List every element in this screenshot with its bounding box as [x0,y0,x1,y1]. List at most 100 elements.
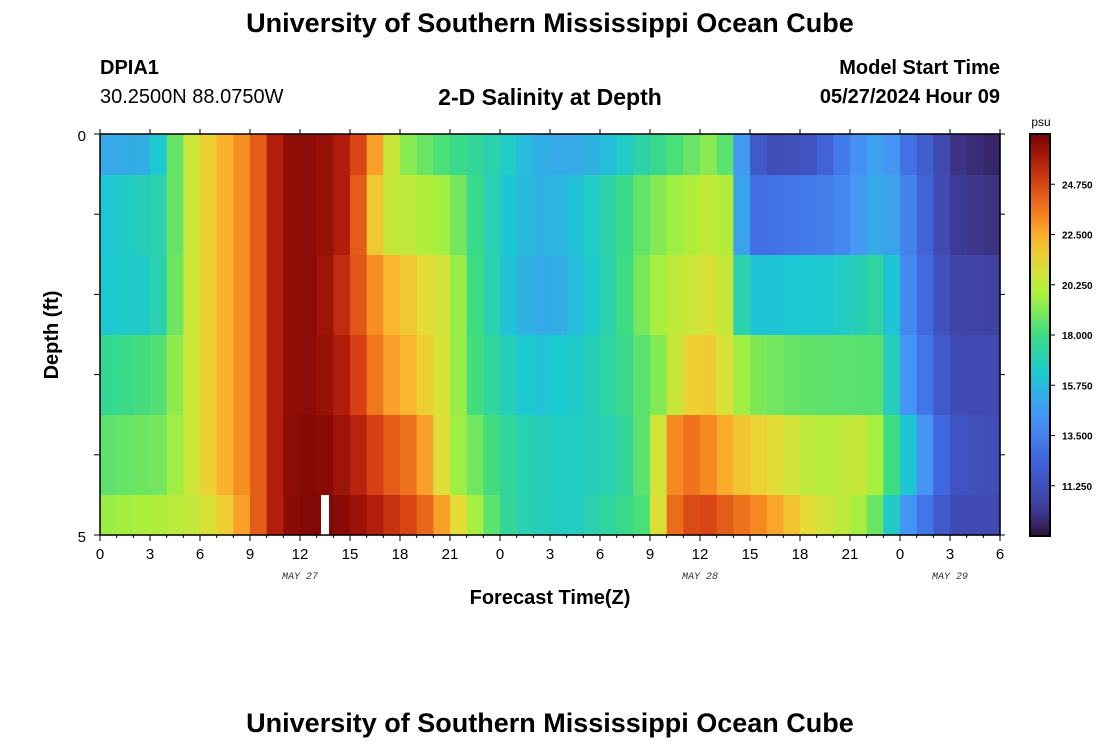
x-tick-label: 12 [292,546,309,563]
x-tick-label: 12 [692,546,709,563]
heatmap-cell [533,255,551,336]
heatmap-cell [950,335,968,416]
heatmap-cell [366,175,384,256]
heatmap-cell [233,255,251,336]
heatmap-cell [233,175,251,256]
heatmap-cell [233,415,251,496]
heatmap-cell [950,175,968,256]
heatmap-cell [866,495,884,536]
heatmap-cell [716,495,734,536]
axis-ticks: 0 3 6 9 12 15 18 21 0 3 6 9 12 15 18 21 0 3 6 MAY 27 MAY 28 M… [78,128,1005,583]
heatmap-cell [466,175,484,256]
heatmap-cell [383,335,401,416]
heatmap-cell [700,415,718,496]
heatmap-cell [366,415,384,496]
heatmap-cell [150,495,168,536]
heatmap-cell [766,134,784,176]
x-tick-label: 18 [392,546,409,563]
heatmap-cell [383,175,401,256]
heatmap-cell [616,134,634,176]
heatmap-cell [350,175,368,256]
heatmap-cell [783,495,801,536]
heatmap-cell [350,415,368,496]
heatmap-cell [250,495,268,536]
heatmap-cell [950,255,968,336]
heatmap-cell [200,335,218,416]
heatmap-cell [866,175,884,256]
heatmap-cell [316,335,334,416]
heatmap-cell [466,415,484,496]
heatmap-cell [850,415,868,496]
x-date-label: MAY 28 [682,572,718,583]
heatmap-cell [633,415,651,496]
heatmap-cell [850,134,868,176]
heatmap-cell [933,175,951,256]
heatmap-cell [300,175,318,256]
heatmap-cell [633,255,651,336]
heatmap-cell [950,495,968,536]
heatmap-cell [416,255,434,336]
heatmap-cell [600,255,618,336]
heatmap-cell [900,415,918,496]
heatmap-cell [400,255,418,336]
heatmap-cell [933,495,951,536]
heatmap-cell [883,134,901,176]
heatmap-cell [516,134,534,176]
plot-title: 2-D Salinity at Depth [438,84,662,110]
colorbar-tick-label: 24.750 [1062,180,1093,191]
heatmap-cell [166,175,184,256]
heatmap-cell [400,415,418,496]
heatmap-cell [366,134,384,176]
heatmap-cell [983,415,1001,496]
y-tick-label: 5 [78,529,86,546]
x-tick-label: 6 [996,546,1004,563]
heatmap-cell [750,415,768,496]
heatmap-cell [833,134,851,176]
heatmap-cell [983,495,1001,536]
heatmap-cell [533,335,551,416]
heatmap-cell [583,415,601,496]
heatmap-cell [100,175,118,256]
heatmap-cell [900,175,918,256]
heatmap-cell [183,415,201,496]
x-date-label: MAY 27 [282,572,318,583]
heatmap-cell [500,175,518,256]
heatmap-cell [183,495,201,536]
heatmap-cell [416,415,434,496]
heatmap-cell [266,134,284,176]
x-tick-label: 6 [196,546,204,563]
heatmap-cell [216,134,234,176]
heatmap-cell [600,175,618,256]
heatmap-cell [616,495,634,536]
heatmap-cell [933,255,951,336]
heatmap-cell [516,495,534,536]
heatmap-cell [866,134,884,176]
station-location: 30.2500N 88.0750W [100,86,284,108]
heatmap-cell [633,495,651,536]
missing-data-cell [321,495,329,535]
heatmap-cell [733,495,751,536]
heatmap-cell [850,495,868,536]
heatmap-cell [500,335,518,416]
heatmap-cell [116,175,134,256]
heatmap-cell [783,175,801,256]
heatmap-cell [666,495,684,536]
heatmap-cell [900,495,918,536]
heatmap-cell [650,335,668,416]
x-tick-label: 3 [546,546,554,563]
heatmap-cell [300,495,318,536]
heatmap-cell [716,255,734,336]
heatmap-cell [416,134,434,176]
heatmap-cell [750,335,768,416]
heatmap-cell [600,134,618,176]
heatmap-cell [966,335,984,416]
heatmap-cell [683,175,701,256]
heatmap-cell [683,415,701,496]
x-tick-label: 9 [646,546,654,563]
heatmap-cell [783,134,801,176]
heatmap-cell [150,335,168,416]
heatmap-cell [316,415,334,496]
heatmap-cell [100,335,118,416]
heatmap-cell [250,175,268,256]
heatmap-cell [300,415,318,496]
